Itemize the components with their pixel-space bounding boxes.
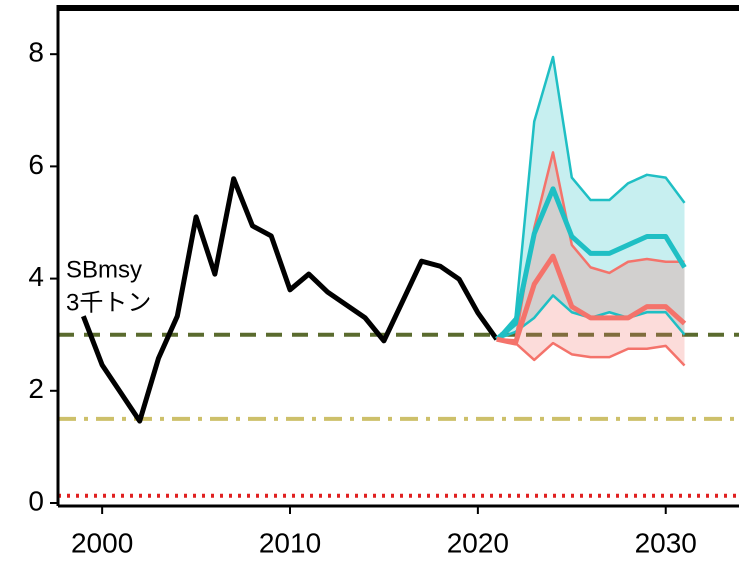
y-tick-label: 6 (28, 149, 44, 180)
band-upper (495, 55, 686, 341)
y-tick-label: 4 (28, 261, 44, 292)
line (495, 186, 687, 342)
x-tick-label: 2030 (635, 527, 697, 558)
x-tick-label: 2010 (259, 527, 321, 558)
y-tick-label: 2 (28, 373, 44, 404)
annotation: 3千トン (66, 289, 151, 316)
line (81, 176, 499, 424)
x-tick-label: 2020 (447, 527, 509, 558)
line (496, 253, 687, 346)
band-lower (496, 337, 686, 367)
x-tick-label: 2000 (71, 527, 133, 558)
annotation: SBmsy (66, 256, 142, 283)
y-tick-label: 8 (28, 37, 44, 68)
y-tick-label: 0 (28, 485, 44, 516)
